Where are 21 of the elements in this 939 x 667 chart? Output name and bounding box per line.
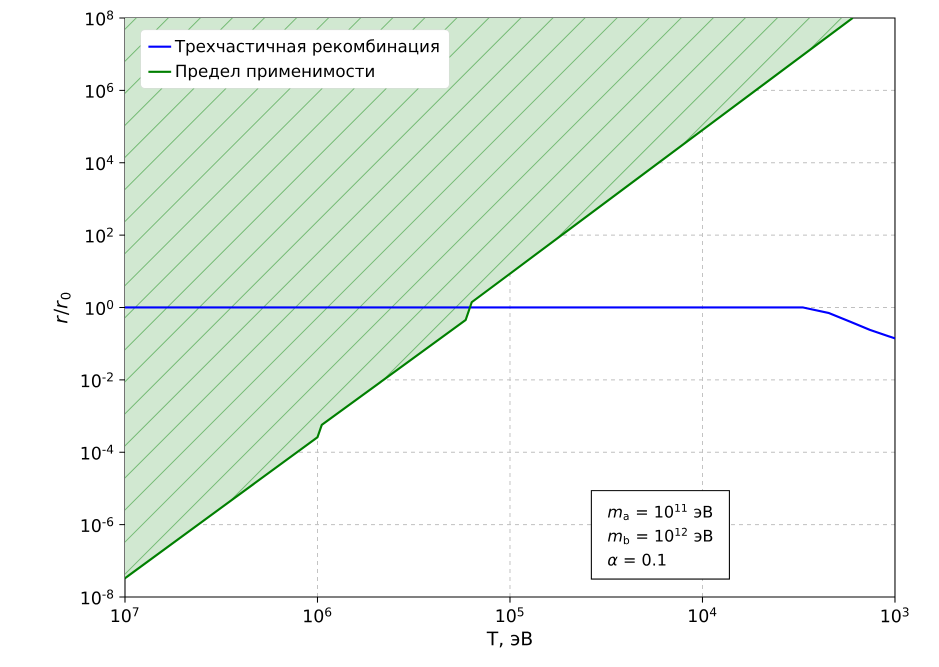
x-tick-label: 10$^{4}$: [689, 607, 716, 622]
annotation: α = 0.1: [608, 554, 666, 566]
annotation: m$_{b}$ = 10$^{12}$ эВ: [608, 528, 712, 544]
y-tick-label: 10$^{6}$: [86, 82, 114, 98]
x-tick-label: 10$^{7}$: [112, 607, 138, 622]
y-tick-label: 10$^{8}$: [86, 10, 114, 26]
y-tick-label: 10$^{-8}$: [82, 589, 114, 605]
x-tick-label: 10$^{3}$: [882, 607, 909, 622]
y-tick-label: 10$^{4}$: [86, 155, 114, 170]
y-tick-label: 10$^{0}$: [86, 300, 114, 316]
y-tick-label: 10$^{-6}$: [82, 517, 114, 532]
legend-label: Трехчастичная рекомбинация: [174, 39, 439, 56]
y-tick-label: 10$^{2}$: [86, 228, 113, 243]
annotation: m$_{a}$ = 10$^{11}$ эВ: [608, 504, 712, 520]
x-axis-title: T, эВ: [486, 632, 532, 648]
y-tick-label: 10$^{-2}$: [82, 372, 113, 388]
x-tick-label: 10$^{6}$: [304, 607, 332, 622]
y-axis-title: r/r$_{0}$: [54, 292, 71, 324]
legend-label: Предел применимости: [176, 64, 374, 80]
y-tick-label: 10$^{-4}$: [82, 444, 114, 460]
x-tick-label: 10$^{5}$: [496, 607, 524, 622]
